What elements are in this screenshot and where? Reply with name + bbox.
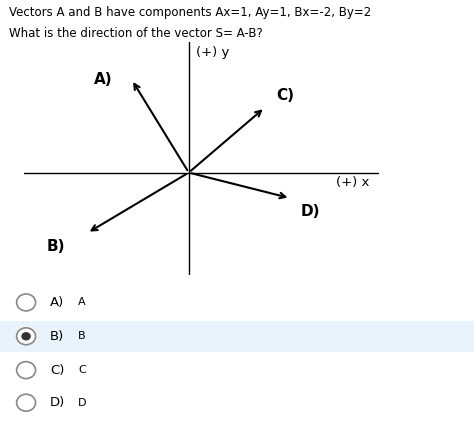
- Text: (+) x: (+) x: [336, 176, 370, 190]
- Text: D: D: [78, 398, 87, 408]
- Text: B: B: [78, 331, 86, 341]
- Text: What is the direction of the vector S= A-B?: What is the direction of the vector S= A…: [9, 27, 263, 41]
- Text: A: A: [78, 297, 86, 308]
- Text: C): C): [50, 364, 64, 376]
- Text: A): A): [50, 296, 64, 309]
- Text: A): A): [94, 72, 112, 87]
- Text: (+) y: (+) y: [196, 46, 230, 59]
- Text: C): C): [276, 88, 294, 103]
- Text: B): B): [50, 330, 64, 343]
- Text: B): B): [46, 239, 64, 254]
- Text: C: C: [78, 365, 86, 375]
- Text: D): D): [50, 396, 65, 409]
- Text: Vectors A and B have components Ax=1, Ay=1, Bx=-2, By=2: Vectors A and B have components Ax=1, Ay…: [9, 6, 372, 19]
- Text: D): D): [301, 204, 320, 219]
